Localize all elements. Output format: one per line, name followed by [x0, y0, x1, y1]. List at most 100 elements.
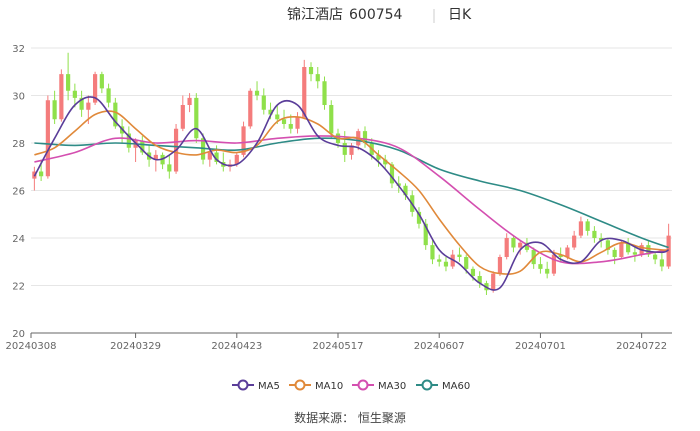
x-axis: 20240308 20240329 20240423 20240517 20240607… [6, 332, 672, 352]
candle [194, 93, 199, 143]
ma-line-ma5 [33, 96, 669, 291]
candle-body [632, 252, 637, 255]
x-tick-label: 20240517 [313, 341, 364, 352]
legend-item-ma5[interactable]: MA5 [232, 379, 280, 393]
title-group: 锦江酒店 600754 日K [287, 6, 472, 23]
candle [79, 90, 84, 117]
candle [140, 135, 145, 155]
candle [93, 71, 98, 105]
candle [612, 247, 617, 265]
candle [66, 52, 71, 101]
candle-body [329, 105, 334, 134]
candle-body [592, 230, 597, 238]
candle [59, 69, 64, 122]
candle-body [477, 276, 482, 284]
y-tick-label: 20 [12, 329, 25, 340]
candle [254, 81, 260, 101]
candle-body [153, 154, 158, 160]
candle [187, 93, 192, 113]
candle-body [93, 74, 98, 103]
candle [376, 150, 381, 167]
x-tick-label: 20240701 [515, 341, 566, 352]
candle [457, 247, 462, 262]
legend: MA5 MA10 MA30 MA60 [232, 379, 470, 393]
stock-code: 600754 [349, 7, 403, 23]
candle-body [302, 67, 307, 117]
candle-body [140, 140, 145, 153]
x-tick-label: 20240607 [414, 341, 465, 352]
candle-body [308, 67, 314, 75]
ma-line-ma10 [34, 110, 669, 275]
candle [491, 271, 496, 293]
candle-body [497, 257, 503, 274]
legend-label: MA30 [378, 381, 406, 392]
candle-body [659, 259, 664, 267]
stock-name: 锦江酒店 [287, 6, 343, 23]
legend-label: MA10 [315, 381, 343, 392]
candle [167, 154, 172, 179]
candle-body [504, 238, 509, 257]
candle-body [275, 114, 280, 120]
legend-item-ma60[interactable]: MA60 [416, 379, 470, 393]
candle [72, 83, 77, 108]
legend-label: MA60 [442, 381, 470, 392]
candle-body [167, 164, 172, 172]
ma-line-ma60 [34, 137, 669, 249]
candle-body [605, 240, 610, 250]
legend-item-ma10[interactable]: MA10 [289, 379, 343, 393]
legend-label: MA5 [258, 381, 280, 392]
candle-body [551, 254, 557, 274]
candle-body [572, 235, 577, 248]
candle-body [416, 211, 422, 224]
candle-body [383, 159, 388, 165]
candle [666, 223, 671, 269]
y-tick-label: 26 [12, 187, 25, 198]
candle [504, 233, 509, 260]
candle [261, 88, 266, 115]
candle [153, 150, 158, 172]
candle [221, 152, 226, 172]
candle-body [79, 97, 84, 110]
candle-body [545, 268, 550, 274]
x-tick-label: 20240423 [211, 341, 262, 352]
candle [315, 67, 320, 89]
candle [477, 271, 482, 288]
candle-body [288, 124, 293, 129]
candle [248, 88, 253, 129]
candle-body [646, 245, 651, 255]
candle-body [99, 74, 104, 89]
candle-body [578, 221, 584, 236]
candle [416, 207, 422, 229]
candle [281, 109, 287, 129]
candle-body [518, 242, 523, 248]
candle-body [599, 238, 604, 241]
candle-body [45, 100, 50, 177]
x-tick-label: 20240722 [616, 341, 667, 352]
candle-body [362, 131, 368, 143]
candle-body [281, 119, 287, 124]
candle-body [254, 90, 260, 96]
candle [632, 247, 637, 262]
candle-body [39, 171, 44, 177]
candle [160, 152, 165, 170]
candle [437, 254, 442, 267]
candle-body [376, 154, 381, 160]
candle-body [86, 102, 91, 110]
candle-body [403, 185, 408, 196]
candle [430, 240, 435, 265]
legend-item-ma30[interactable]: MA30 [352, 379, 406, 393]
candle-body [612, 249, 617, 257]
candle-body [106, 88, 111, 103]
candle-body [511, 238, 516, 248]
candle-body [619, 242, 624, 257]
candle [497, 254, 503, 276]
candle [572, 230, 577, 250]
candle [295, 112, 300, 134]
candle [329, 100, 334, 139]
candle-body [268, 109, 273, 115]
candle [214, 145, 219, 165]
y-tick-label: 32 [12, 44, 25, 55]
legend-marker [357, 379, 369, 391]
legend-marker [237, 379, 249, 391]
